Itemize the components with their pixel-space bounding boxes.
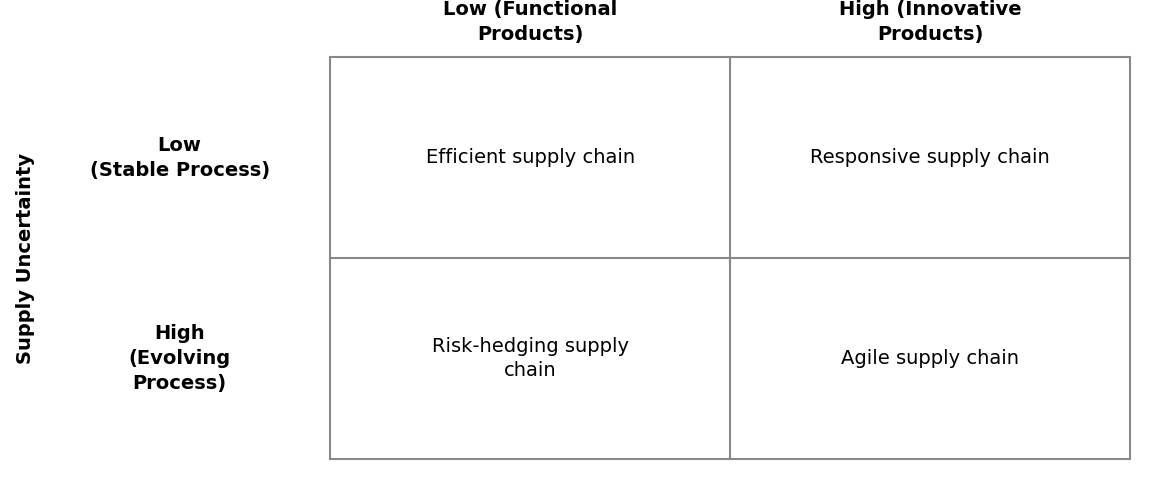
Text: High
(Evolving
Process): High (Evolving Process): [129, 324, 231, 393]
Text: Responsive supply chain: Responsive supply chain: [810, 148, 1050, 167]
Text: Supply Uncertainty: Supply Uncertainty: [16, 152, 35, 364]
Text: Risk-hedging supply
chain: Risk-hedging supply chain: [432, 337, 628, 380]
Text: Low
(Stable Process): Low (Stable Process): [89, 136, 270, 180]
Bar: [330, 57, 1130, 459]
Text: Efficient supply chain: Efficient supply chain: [425, 148, 635, 167]
Text: Agile supply chain: Agile supply chain: [841, 349, 1019, 368]
Text: Low (Functional
Products): Low (Functional Products): [443, 0, 618, 43]
Text: High (Innovative
Products): High (Innovative Products): [839, 0, 1021, 43]
